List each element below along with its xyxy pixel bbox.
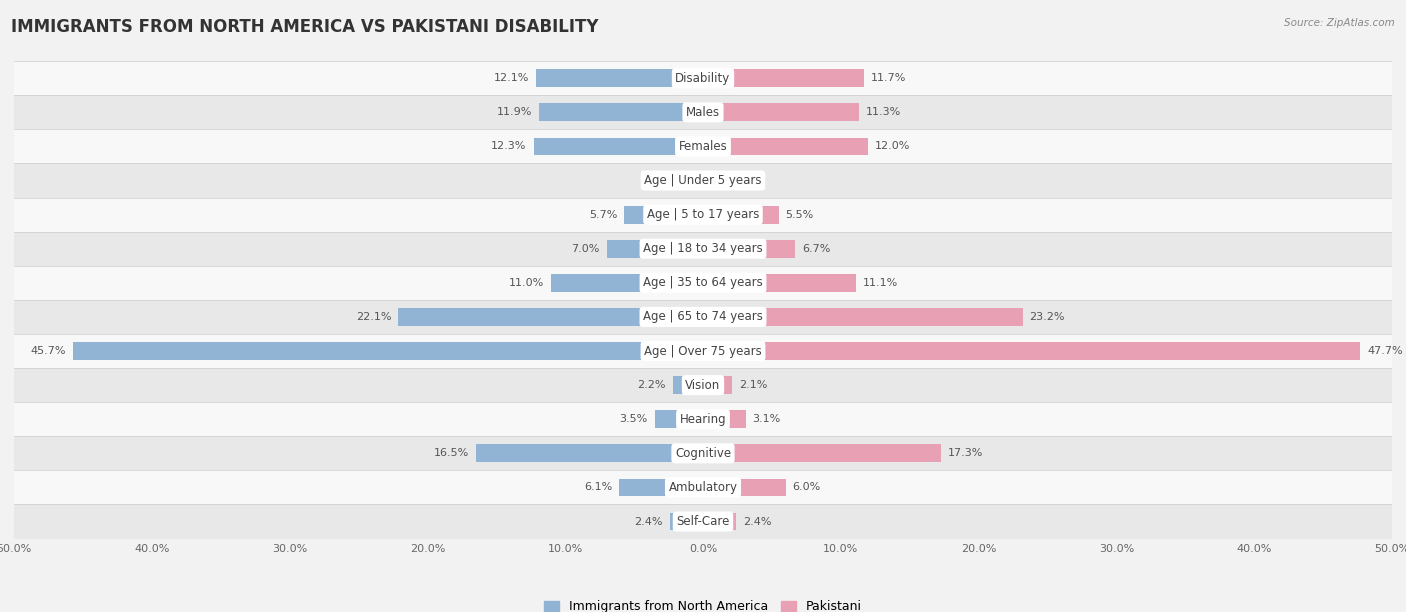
Bar — [14, 504, 1392, 539]
Text: Age | 35 to 64 years: Age | 35 to 64 years — [643, 277, 763, 289]
Bar — [703, 206, 779, 223]
Text: Age | 18 to 34 years: Age | 18 to 34 years — [643, 242, 763, 255]
Bar — [398, 308, 703, 326]
Text: 12.0%: 12.0% — [875, 141, 911, 151]
Text: Source: ZipAtlas.com: Source: ZipAtlas.com — [1284, 18, 1395, 28]
Text: 11.9%: 11.9% — [496, 107, 531, 118]
Bar — [14, 163, 1392, 198]
Bar — [14, 368, 1392, 402]
Bar — [14, 266, 1392, 300]
Bar — [672, 376, 703, 394]
Text: 11.1%: 11.1% — [863, 278, 898, 288]
Bar — [536, 69, 703, 87]
Text: IMMIGRANTS FROM NORTH AMERICA VS PAKISTANI DISABILITY: IMMIGRANTS FROM NORTH AMERICA VS PAKISTA… — [11, 18, 599, 36]
Text: Self-Care: Self-Care — [676, 515, 730, 528]
Bar — [475, 444, 703, 462]
Text: 16.5%: 16.5% — [433, 449, 468, 458]
Text: 11.3%: 11.3% — [866, 107, 901, 118]
Text: 23.2%: 23.2% — [1029, 312, 1066, 322]
Text: 11.0%: 11.0% — [509, 278, 544, 288]
Bar — [606, 240, 703, 258]
Text: 6.0%: 6.0% — [793, 482, 821, 493]
Bar — [703, 240, 796, 258]
Bar — [619, 479, 703, 496]
Text: 7.0%: 7.0% — [571, 244, 599, 254]
Text: Females: Females — [679, 140, 727, 153]
Bar — [703, 138, 869, 155]
Text: 11.7%: 11.7% — [872, 73, 907, 83]
Text: Cognitive: Cognitive — [675, 447, 731, 460]
Text: Age | 5 to 17 years: Age | 5 to 17 years — [647, 208, 759, 221]
Text: Hearing: Hearing — [679, 412, 727, 426]
Text: 12.1%: 12.1% — [494, 73, 530, 83]
Bar — [703, 479, 786, 496]
Text: 22.1%: 22.1% — [356, 312, 392, 322]
Bar — [703, 172, 721, 189]
Bar — [14, 61, 1392, 95]
Text: 1.4%: 1.4% — [648, 176, 676, 185]
Bar — [703, 342, 1360, 360]
Bar — [624, 206, 703, 223]
Bar — [703, 376, 733, 394]
Bar — [703, 103, 859, 121]
Legend: Immigrants from North America, Pakistani: Immigrants from North America, Pakistani — [538, 595, 868, 612]
Bar — [703, 308, 1022, 326]
Bar — [683, 172, 703, 189]
Text: Ambulatory: Ambulatory — [668, 481, 738, 494]
Bar — [669, 513, 703, 531]
Text: Vision: Vision — [685, 379, 721, 392]
Text: 17.3%: 17.3% — [948, 449, 984, 458]
Text: Age | 65 to 74 years: Age | 65 to 74 years — [643, 310, 763, 323]
Text: 5.5%: 5.5% — [786, 210, 814, 220]
Text: 47.7%: 47.7% — [1367, 346, 1403, 356]
Bar — [551, 274, 703, 292]
Text: 2.1%: 2.1% — [738, 380, 768, 390]
Text: 5.7%: 5.7% — [589, 210, 617, 220]
Text: 2.2%: 2.2% — [637, 380, 666, 390]
Bar — [14, 198, 1392, 232]
Bar — [14, 471, 1392, 504]
Text: 3.5%: 3.5% — [620, 414, 648, 424]
Text: Disability: Disability — [675, 72, 731, 84]
Bar — [703, 274, 856, 292]
Text: 6.1%: 6.1% — [583, 482, 612, 493]
Bar — [14, 232, 1392, 266]
Text: Males: Males — [686, 106, 720, 119]
Text: 2.4%: 2.4% — [634, 517, 664, 526]
Bar — [14, 300, 1392, 334]
Bar — [703, 444, 942, 462]
Bar — [14, 95, 1392, 129]
Bar — [14, 402, 1392, 436]
Text: 2.4%: 2.4% — [742, 517, 772, 526]
Text: 6.7%: 6.7% — [803, 244, 831, 254]
Text: 12.3%: 12.3% — [491, 141, 527, 151]
Bar — [703, 69, 865, 87]
Bar — [14, 436, 1392, 471]
Bar — [655, 411, 703, 428]
Text: Age | Over 75 years: Age | Over 75 years — [644, 345, 762, 357]
Text: Age | Under 5 years: Age | Under 5 years — [644, 174, 762, 187]
Bar — [14, 334, 1392, 368]
Bar — [533, 138, 703, 155]
Bar — [703, 411, 745, 428]
Text: 1.3%: 1.3% — [728, 176, 756, 185]
Text: 45.7%: 45.7% — [31, 346, 66, 356]
Bar — [73, 342, 703, 360]
Bar — [538, 103, 703, 121]
Text: 3.1%: 3.1% — [752, 414, 780, 424]
Bar — [14, 129, 1392, 163]
Bar — [703, 513, 737, 531]
